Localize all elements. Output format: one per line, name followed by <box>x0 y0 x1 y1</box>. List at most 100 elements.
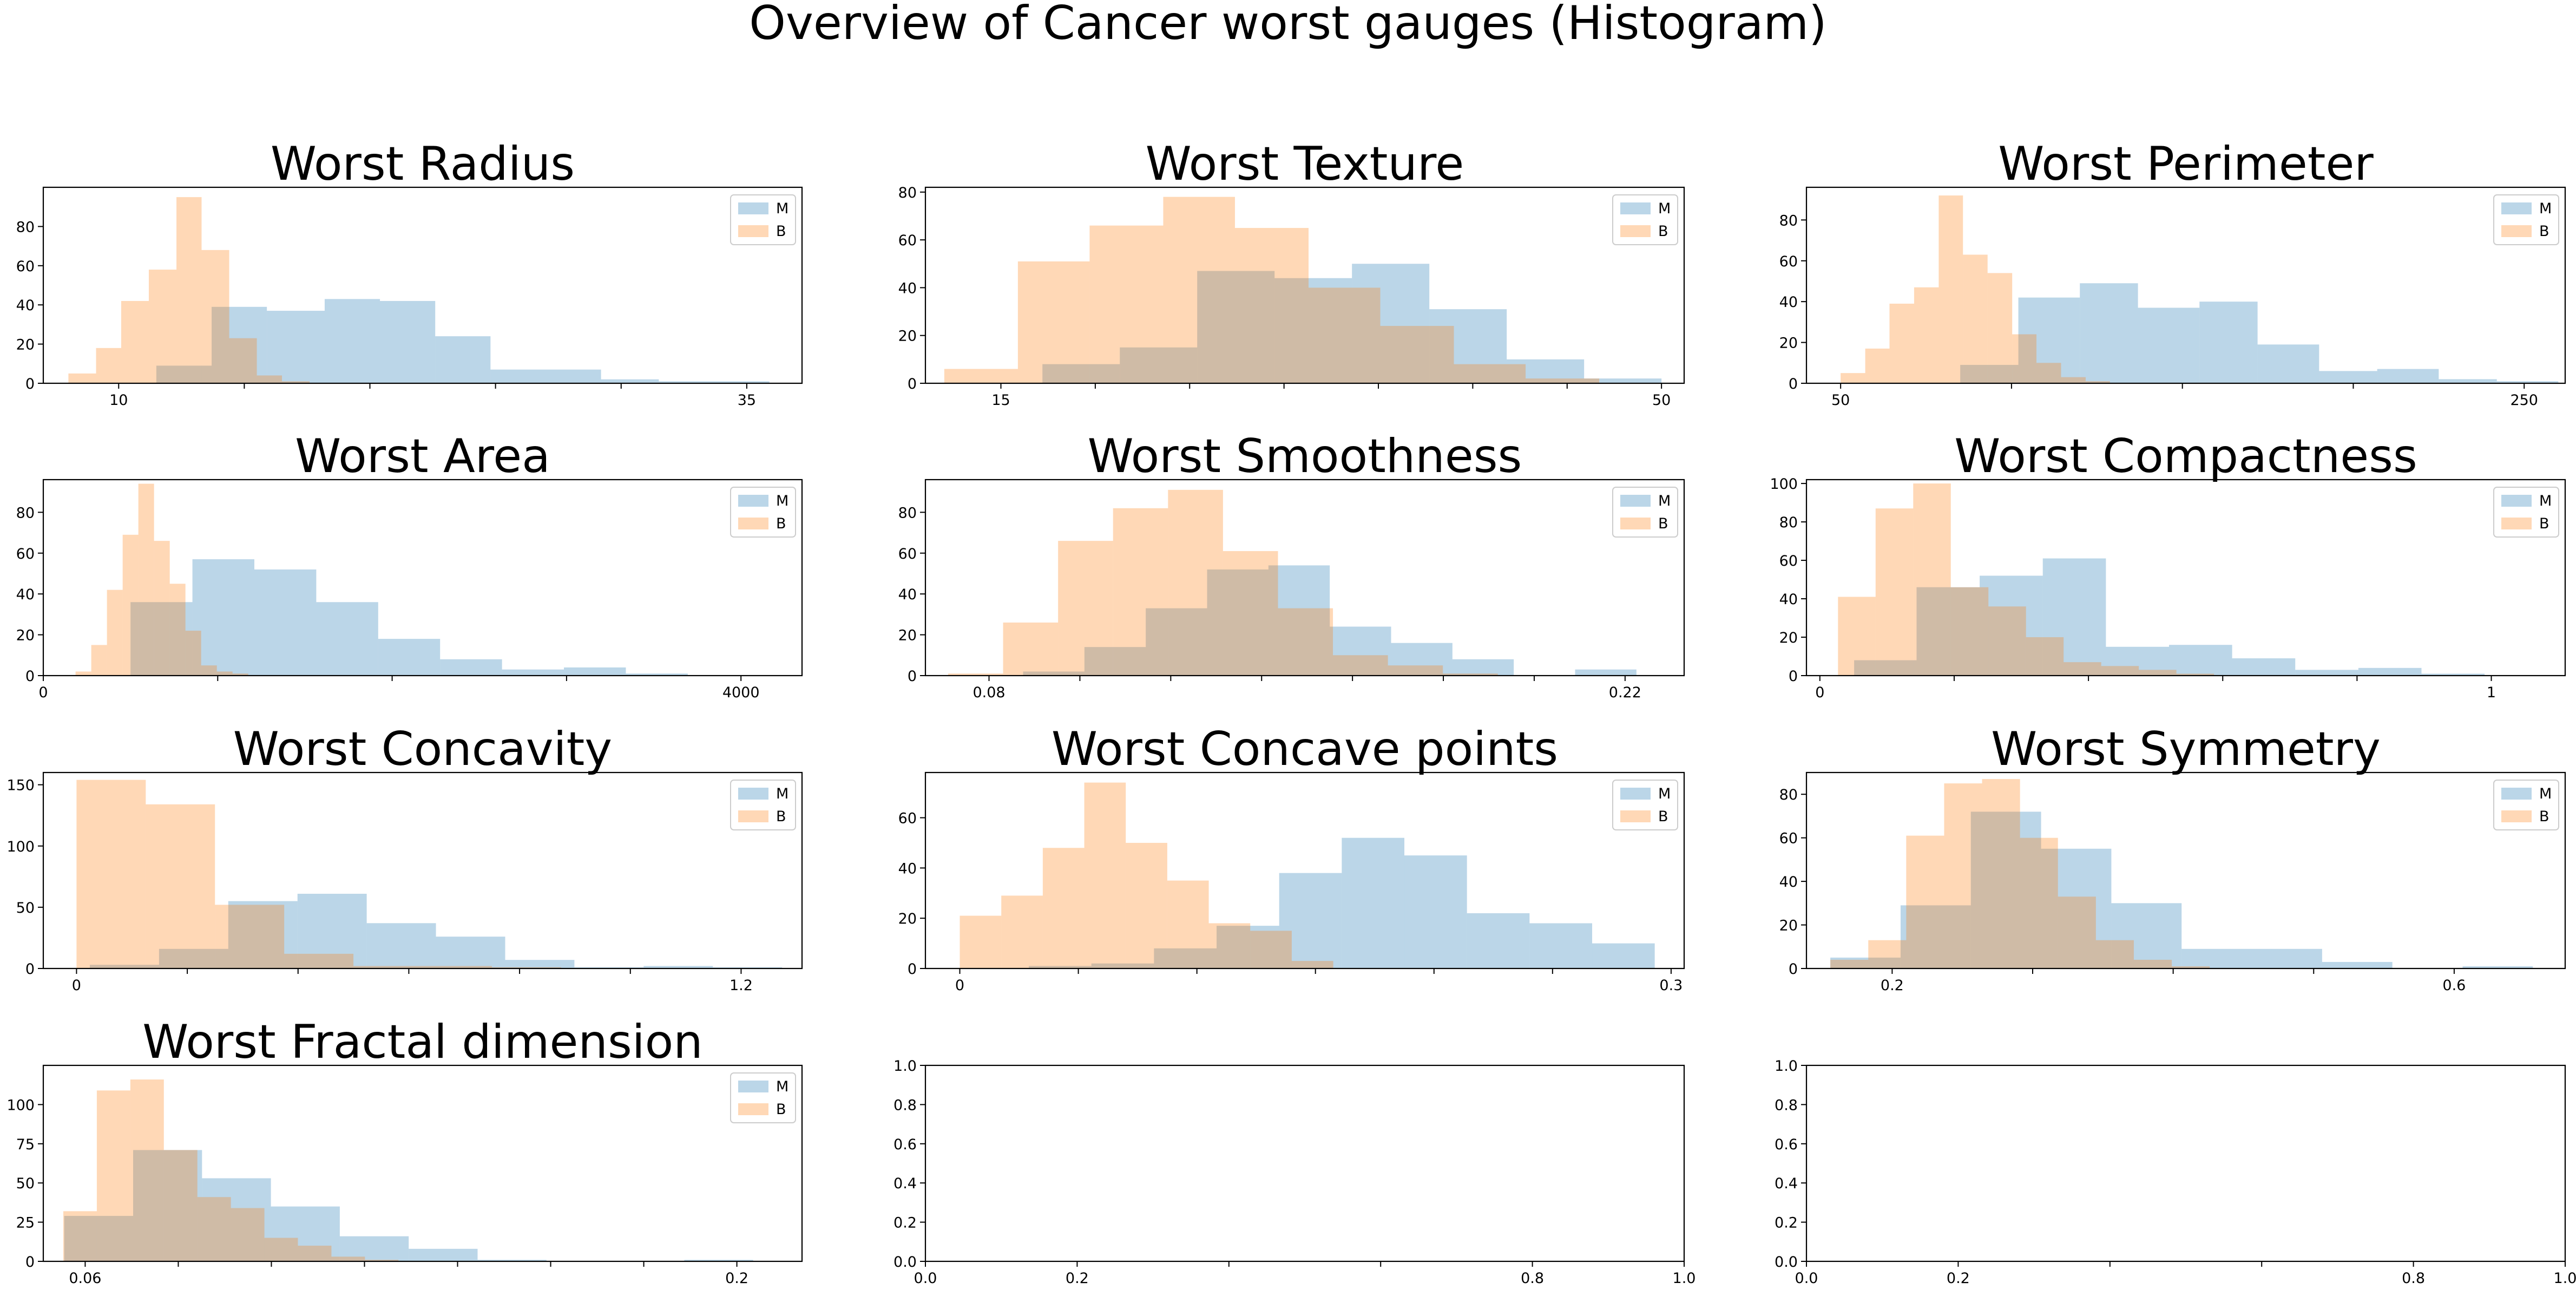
legend-label: B <box>2539 808 2549 825</box>
histogram-bar <box>944 369 1018 383</box>
histogram-bar <box>1429 309 1507 383</box>
y-tick-label: 0 <box>1789 961 1798 978</box>
subplot-9: Worst Symmetry 0.2 0.6 0 20 40 60 80 MB <box>1779 722 2566 994</box>
histogram-bar <box>1268 565 1330 676</box>
legend-box <box>2493 194 2559 245</box>
legend-swatch <box>738 1081 768 1092</box>
histogram-bar <box>1333 655 1388 676</box>
subplot-2: Worst Texture 15 50 0 20 40 60 80 MB <box>898 137 1685 409</box>
histogram-bar <box>960 915 1002 968</box>
histogram-bar <box>121 300 149 383</box>
x-tick-label: 0 <box>72 977 81 994</box>
y-tick-label: 0 <box>908 376 917 392</box>
histogram-bar <box>271 1206 340 1261</box>
histogram-bar <box>264 1238 298 1261</box>
legend-label: M <box>2539 200 2552 217</box>
histogram-bar <box>339 1236 409 1261</box>
x-tick-label: 0 <box>38 684 48 701</box>
histogram-bar <box>353 966 423 968</box>
histogram-bar <box>68 373 96 383</box>
histogram-bar <box>2101 666 2139 676</box>
y-tick-label: 0 <box>25 961 35 978</box>
histogram-bar <box>1404 855 1467 968</box>
histogram-bar <box>1001 895 1043 968</box>
subplot-title: Worst Compactness <box>1954 429 2417 483</box>
axes-frame <box>1805 186 2566 384</box>
legend-label: B <box>2539 223 2549 240</box>
histogram-bar <box>169 584 186 676</box>
y-tick-label: 60 <box>898 546 917 562</box>
axes-frame <box>924 186 1685 384</box>
legend-label: B <box>2539 515 2549 532</box>
x-tick-label: 0.6 <box>2442 977 2466 994</box>
x-tick-label: 0.22 <box>1609 684 1641 701</box>
histogram-bar <box>2295 670 2358 676</box>
histogram-bar <box>1452 659 1514 676</box>
x-tick-label: 50 <box>1831 392 1850 409</box>
y-tick-label: 40 <box>1779 591 1798 608</box>
legend-label: M <box>2539 493 2552 509</box>
x-tick-label: 250 <box>2510 392 2538 409</box>
histogram-bar <box>2085 381 2110 383</box>
series-B <box>76 780 561 968</box>
x-tick-label: 0.06 <box>69 1270 101 1287</box>
histogram-bar <box>491 967 561 968</box>
histogram-bar <box>1980 575 2043 676</box>
legend-swatch <box>738 810 768 822</box>
histogram-bar <box>380 300 436 383</box>
y-tick-label: 100 <box>6 1097 35 1114</box>
legend-box <box>730 487 796 538</box>
y-tick-label: 60 <box>1779 553 1798 570</box>
histogram-bar <box>1868 940 1907 968</box>
series-M <box>1830 811 2533 968</box>
histogram-bar <box>2252 948 2322 968</box>
histogram-bar <box>2172 966 2210 968</box>
legend: MB <box>730 1072 796 1123</box>
y-tick-label: 60 <box>898 232 917 249</box>
histogram-bar <box>1330 626 1391 676</box>
y-tick-label: 20 <box>1779 630 1798 646</box>
histogram-bar <box>197 1197 231 1261</box>
y-tick-label: 80 <box>1779 514 1798 531</box>
histogram-bar <box>1352 264 1430 383</box>
histogram-bar <box>440 659 502 676</box>
histogram-bar <box>154 541 170 676</box>
histogram-bar <box>267 311 325 383</box>
subplot-title: Worst Symmetry <box>1991 722 2381 776</box>
legend: MB <box>2493 487 2559 538</box>
histogram-bar <box>1900 905 1971 968</box>
histogram-bar <box>1526 378 1600 383</box>
histogram-bar <box>1234 228 1309 383</box>
subplot-title: Worst Smoothness <box>1088 429 1522 483</box>
legend-swatch <box>738 788 768 800</box>
legend: MB <box>730 194 796 245</box>
series-M <box>1023 565 1637 676</box>
histogram-bar <box>2176 673 2214 676</box>
y-tick-label: 60 <box>898 810 917 827</box>
axes-frame <box>924 771 1685 970</box>
legend-label: M <box>776 1078 788 1095</box>
x-tick-label: 0.2 <box>1881 977 1904 994</box>
histogram-bar <box>1592 943 1655 968</box>
histogram-bar <box>2358 667 2422 676</box>
subplot-4: Worst Area 0 4000 0 20 40 60 80 MB <box>16 429 803 701</box>
histogram-bar <box>659 381 714 383</box>
histogram-bar <box>91 645 107 676</box>
histogram-bar <box>490 369 546 383</box>
histogram-bar <box>1120 347 1198 383</box>
series-M <box>130 559 688 676</box>
y-tick-label: 100 <box>6 839 35 855</box>
subplot-1: Worst Radius 10 35 0 20 40 60 80 MB <box>16 137 803 409</box>
y-tick-label: 0.2 <box>1775 1215 1798 1232</box>
subplot-11: 0.0 0.2 0.8 1.0 0.0 0.2 0.4 0.6 0.8 1.0 <box>893 1058 1696 1287</box>
histogram-bar <box>1988 606 2026 676</box>
y-tick-label: 40 <box>1779 874 1798 891</box>
histogram-bar <box>107 590 123 676</box>
y-tick-label: 20 <box>898 911 917 927</box>
series-B <box>960 782 1333 968</box>
y-tick-label: 20 <box>16 627 35 644</box>
histogram-bar <box>163 1150 198 1261</box>
y-tick-label: 0.6 <box>1775 1136 1798 1153</box>
histogram-bar <box>1089 225 1164 383</box>
